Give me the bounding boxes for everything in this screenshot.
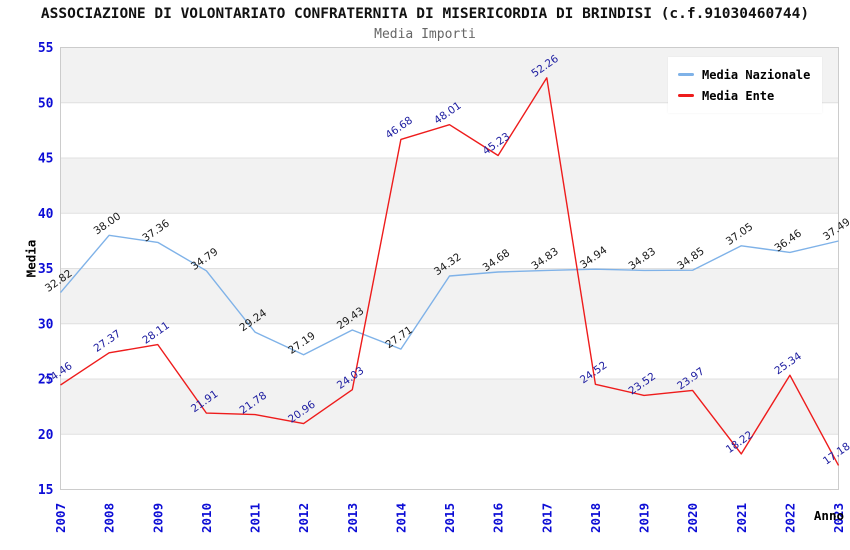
data-label: 48.01	[432, 100, 464, 127]
x-tick-label: 2020	[685, 503, 700, 533]
plot-border	[60, 47, 839, 490]
y-tick-label: 15	[38, 483, 54, 498]
legend-entry-media-nazionale: Media Nazionale	[678, 64, 810, 85]
y-tick-label: 35	[38, 262, 54, 277]
legend-label: Media Ente	[702, 88, 775, 103]
data-label: 34.94	[578, 244, 610, 271]
x-tick-label: 2014	[393, 503, 408, 533]
y-axis-title: Media	[23, 239, 39, 278]
data-label: 27.19	[286, 330, 318, 357]
x-tick-label: 2019	[637, 503, 652, 533]
legend-entry-media-ente: Media Ente	[678, 85, 810, 106]
data-label: 17.18	[821, 440, 850, 467]
y-tick-label: 55	[38, 41, 54, 56]
data-label: 37.49	[821, 216, 850, 243]
y-tick-label: 50	[38, 96, 54, 111]
x-tick-label: 2012	[296, 503, 311, 533]
plot-band	[60, 268, 839, 324]
x-tick-label: 2015	[442, 503, 457, 533]
series-line-media-nazionale	[59, 234, 839, 356]
data-label: 38.00	[92, 210, 124, 237]
y-tick-label: 45	[38, 152, 54, 167]
legend-label: Media Nazionale	[702, 67, 811, 82]
y-tick-label: 20	[38, 428, 54, 443]
x-tick-label: 2010	[199, 503, 214, 533]
x-tick-label: 2016	[491, 503, 506, 533]
series-line-media-ente	[60, 77, 840, 466]
x-tick-label: 2023	[831, 503, 846, 533]
x-tick-label: 2007	[53, 503, 68, 533]
x-tick-label: 2017	[539, 503, 554, 533]
line-swatch-icon	[678, 94, 694, 97]
x-tick-label: 2013	[345, 503, 360, 533]
data-label: 25.34	[772, 350, 804, 377]
legend: Media Nazionale Media Ente	[668, 57, 823, 113]
line-swatch-icon	[678, 73, 694, 76]
x-tick-label: 2011	[248, 503, 263, 533]
x-tick-label: 2022	[782, 503, 797, 533]
data-label: 37.36	[140, 217, 172, 244]
plot-band	[60, 158, 839, 214]
y-tick-label: 25	[38, 373, 54, 388]
x-tick-label: 2018	[588, 503, 603, 533]
x-tick-label: 2008	[102, 503, 117, 533]
chart-title: ASSOCIAZIONE DI VOLONTARIATO CONFRATERNI…	[40, 6, 810, 22]
data-label: 37.05	[724, 221, 756, 248]
data-label: 45.23	[481, 131, 513, 158]
data-label: 46.68	[383, 114, 415, 141]
x-tick-label: 2021	[734, 503, 749, 533]
x-axis-title: Anno	[813, 508, 844, 523]
plot-band	[60, 379, 839, 435]
x-tick-label: 2009	[150, 503, 165, 533]
y-tick-label: 40	[38, 207, 54, 222]
y-tick-label: 30	[38, 317, 54, 332]
chart-subtitle: Media Importi	[374, 27, 476, 42]
data-label: 27.71	[383, 324, 415, 351]
